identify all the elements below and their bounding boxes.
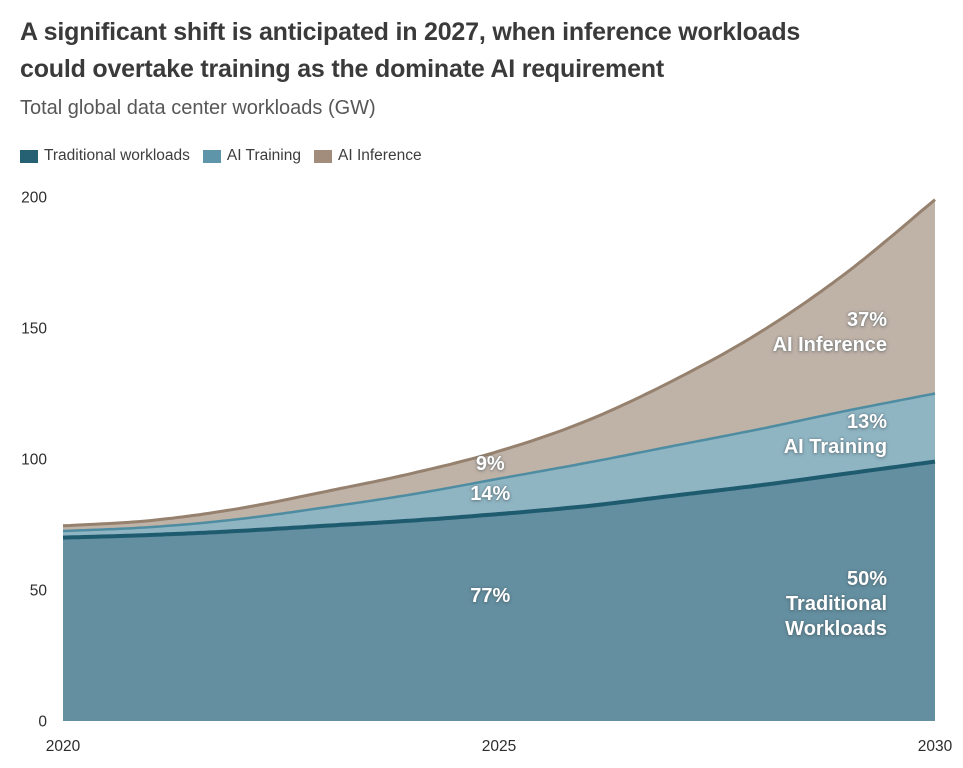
annotation-77: 77% bbox=[470, 584, 510, 609]
chart-legend: Traditional workloads AI Training AI Infer… bbox=[20, 147, 435, 165]
boundary-ai-training bbox=[62, 392, 936, 533]
legend-label-ai-inference: AI Inference bbox=[338, 147, 422, 164]
annotation-line: AI Training bbox=[783, 435, 888, 458]
annotation-line: 50% bbox=[847, 568, 888, 591]
annotation-line: 77% bbox=[470, 585, 511, 608]
legend-item-ai-training: AI Training bbox=[202, 147, 301, 165]
annotation-line: Traditional bbox=[785, 593, 888, 616]
y-tick-100: 100 bbox=[21, 452, 47, 469]
y-axis-ticks: 0 50 100 150 200 bbox=[21, 190, 47, 731]
area-ai-inference bbox=[63, 199, 935, 531]
annotation-13-ai-training: 13% AI Training bbox=[784, 410, 887, 460]
x-tick-2025: 2025 bbox=[482, 738, 516, 755]
annotation-37-ai-inference: 37% AI Inference bbox=[773, 308, 887, 358]
legend-item-traditional-workloads: Traditional workloads bbox=[20, 147, 190, 165]
annotation-14: 14% bbox=[470, 482, 510, 507]
chart-subtitle: Total global data center workloads (GW) bbox=[20, 97, 376, 119]
legend-swatch-ai-training bbox=[202, 149, 221, 163]
x-tick-2020: 2020 bbox=[46, 738, 81, 755]
legend-label-traditional-workloads: Traditional workloads bbox=[44, 147, 190, 164]
annotation-line: 37% bbox=[847, 308, 888, 331]
page-title-line-2: could overtake training as the dominate … bbox=[20, 55, 664, 83]
x-axis-ticks: 2020 2025 2030 bbox=[46, 738, 953, 755]
annotation-line: 14% bbox=[470, 482, 511, 505]
legend-label-ai-training: AI Training bbox=[226, 147, 301, 164]
area-ai-training bbox=[63, 393, 935, 538]
y-tick-200: 200 bbox=[21, 190, 47, 207]
legend-swatch-traditional-workloads bbox=[20, 149, 38, 163]
annotation-50-traditional-workloads: 50% Traditional Workloads bbox=[785, 567, 887, 642]
y-tick-150: 150 bbox=[21, 321, 47, 338]
annotation-line: Workloads bbox=[785, 618, 888, 641]
annotation-line: 9% bbox=[475, 452, 505, 475]
x-tick-2030: 2030 bbox=[918, 738, 953, 755]
boundary-ai-inference bbox=[62, 198, 936, 528]
area-boundaries bbox=[62, 198, 936, 540]
annotation-line: 13% bbox=[847, 410, 888, 433]
annotation-9: 9% bbox=[476, 452, 505, 477]
area-fills bbox=[63, 199, 935, 721]
annotation-line: AI Inference bbox=[772, 333, 888, 356]
legend-swatch-ai-inference bbox=[314, 149, 332, 163]
y-tick-0: 0 bbox=[38, 714, 47, 731]
area-traditional-workloads bbox=[63, 461, 935, 721]
y-tick-50: 50 bbox=[30, 583, 48, 600]
boundary-traditional-workloads bbox=[62, 459, 936, 540]
page-title-line-1: A significant shift is anticipated in 20… bbox=[20, 18, 801, 46]
legend-item-ai-inference: AI Inference bbox=[314, 147, 422, 165]
page-title: A significant shift is anticipated in 20… bbox=[20, 14, 950, 88]
